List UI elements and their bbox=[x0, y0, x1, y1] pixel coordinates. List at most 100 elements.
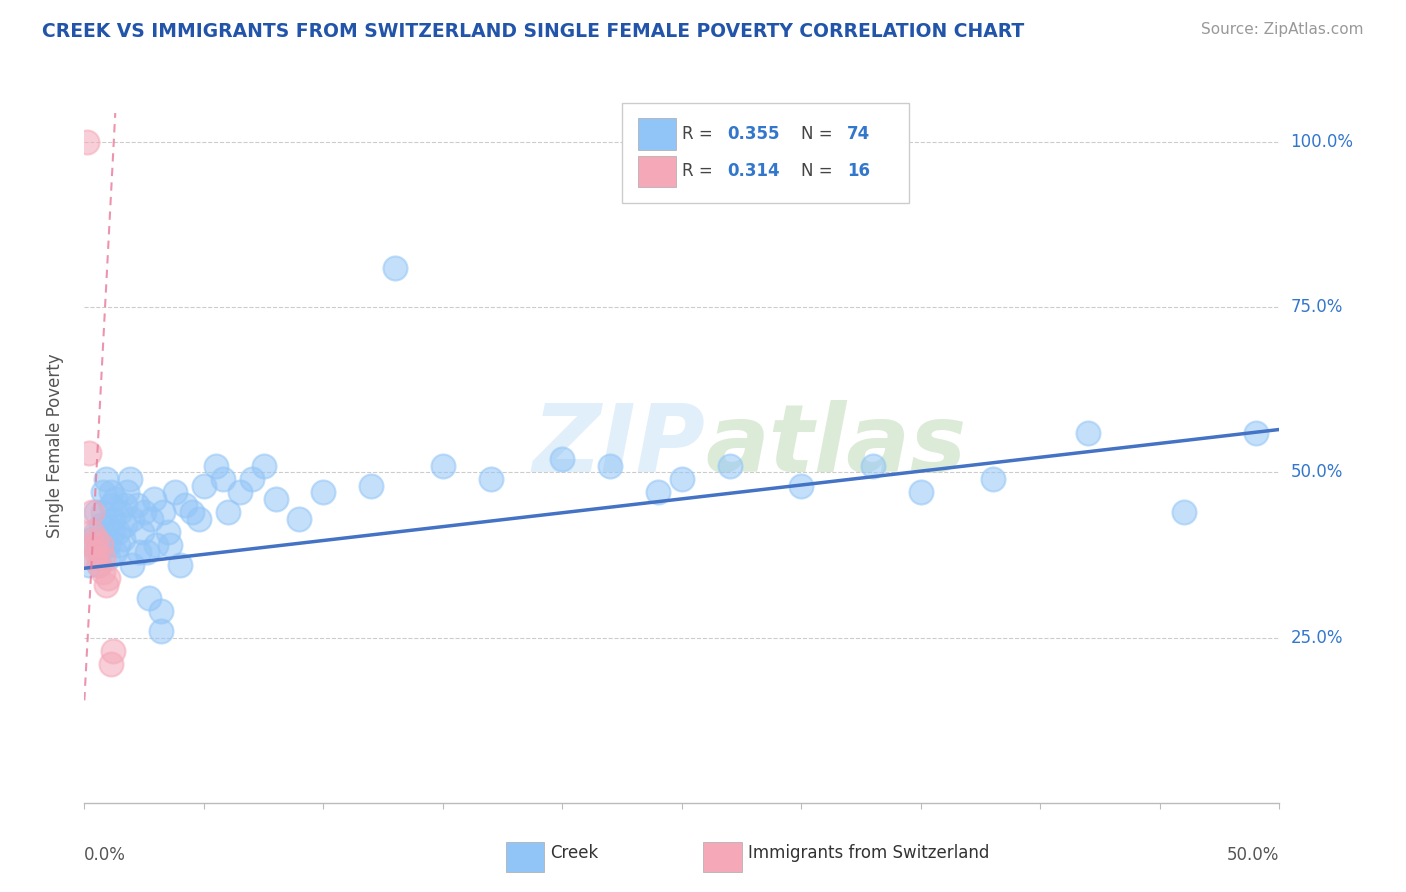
Point bbox=[159, 538, 181, 552]
Text: 50.0%: 50.0% bbox=[1291, 464, 1343, 482]
Text: Immigrants from Switzerland: Immigrants from Switzerland bbox=[748, 844, 988, 862]
Point bbox=[193, 478, 215, 492]
Point bbox=[93, 565, 115, 579]
Text: ZIP: ZIP bbox=[533, 400, 706, 492]
Point bbox=[479, 472, 502, 486]
Point bbox=[149, 624, 172, 638]
Point bbox=[87, 558, 110, 572]
Point bbox=[790, 478, 813, 492]
Point bbox=[165, 485, 187, 500]
Point bbox=[910, 485, 932, 500]
Point bbox=[121, 558, 143, 572]
Point bbox=[107, 524, 129, 539]
Point bbox=[90, 538, 112, 552]
Y-axis label: Single Female Poverty: Single Female Poverty bbox=[45, 354, 63, 538]
Point bbox=[169, 558, 191, 572]
Point bbox=[97, 551, 120, 566]
Point bbox=[101, 511, 124, 525]
Point bbox=[264, 491, 287, 506]
Point bbox=[114, 499, 136, 513]
Text: N =: N = bbox=[801, 125, 838, 143]
Point bbox=[671, 472, 693, 486]
Text: atlas: atlas bbox=[706, 400, 967, 492]
Text: 0.314: 0.314 bbox=[727, 162, 780, 180]
Point bbox=[100, 657, 122, 671]
Point bbox=[87, 545, 110, 559]
Point bbox=[599, 458, 621, 473]
Point bbox=[104, 545, 127, 559]
Text: R =: R = bbox=[682, 162, 718, 180]
Point bbox=[86, 532, 108, 546]
Point bbox=[80, 505, 103, 519]
Point bbox=[97, 538, 120, 552]
Point bbox=[83, 551, 105, 566]
Point bbox=[145, 538, 167, 552]
Point bbox=[93, 505, 115, 519]
Point bbox=[205, 458, 228, 473]
Point bbox=[117, 485, 139, 500]
Point bbox=[1244, 425, 1267, 440]
Point bbox=[647, 485, 669, 500]
Point bbox=[101, 644, 124, 658]
Point bbox=[862, 458, 884, 473]
Point bbox=[125, 499, 148, 513]
Point bbox=[114, 518, 136, 533]
Point bbox=[93, 485, 115, 500]
Text: 25.0%: 25.0% bbox=[1291, 629, 1343, 647]
FancyBboxPatch shape bbox=[638, 155, 676, 187]
Point bbox=[181, 505, 204, 519]
Point bbox=[97, 518, 120, 533]
Text: R =: R = bbox=[682, 125, 718, 143]
Point bbox=[107, 538, 129, 552]
Point bbox=[118, 472, 141, 486]
Text: Creek: Creek bbox=[551, 844, 599, 862]
Point bbox=[90, 518, 112, 533]
Point bbox=[94, 472, 117, 486]
Point bbox=[86, 505, 108, 519]
Point bbox=[384, 260, 406, 275]
Point bbox=[93, 551, 115, 566]
Point bbox=[77, 445, 100, 459]
Point bbox=[718, 458, 741, 473]
Point bbox=[90, 538, 112, 552]
Text: 75.0%: 75.0% bbox=[1291, 298, 1343, 317]
Point bbox=[157, 524, 180, 539]
Text: 16: 16 bbox=[846, 162, 870, 180]
Point bbox=[288, 511, 311, 525]
FancyBboxPatch shape bbox=[623, 103, 910, 203]
Point bbox=[87, 558, 110, 572]
Point bbox=[229, 485, 252, 500]
Point bbox=[981, 472, 1004, 486]
Point bbox=[312, 485, 335, 500]
Point bbox=[149, 604, 172, 618]
Point bbox=[1077, 425, 1099, 440]
Point bbox=[1173, 505, 1195, 519]
Text: 0.355: 0.355 bbox=[727, 125, 780, 143]
Text: Source: ZipAtlas.com: Source: ZipAtlas.com bbox=[1201, 22, 1364, 37]
Point bbox=[111, 532, 134, 546]
FancyBboxPatch shape bbox=[703, 842, 742, 872]
Point bbox=[551, 452, 574, 467]
FancyBboxPatch shape bbox=[638, 119, 676, 150]
Point bbox=[135, 545, 157, 559]
Point bbox=[217, 505, 239, 519]
Text: 0.0%: 0.0% bbox=[84, 846, 127, 863]
Point bbox=[83, 538, 105, 552]
Point bbox=[104, 491, 127, 506]
Point bbox=[141, 511, 163, 525]
Text: N =: N = bbox=[801, 162, 838, 180]
Text: CREEK VS IMMIGRANTS FROM SWITZERLAND SINGLE FEMALE POVERTY CORRELATION CHART: CREEK VS IMMIGRANTS FROM SWITZERLAND SIN… bbox=[42, 22, 1025, 41]
Point bbox=[138, 591, 160, 605]
Point bbox=[83, 538, 105, 552]
Point bbox=[432, 458, 454, 473]
Text: 100.0%: 100.0% bbox=[1291, 133, 1354, 151]
Point bbox=[100, 485, 122, 500]
Point bbox=[152, 505, 174, 519]
Point bbox=[212, 472, 235, 486]
Point bbox=[101, 524, 124, 539]
Point bbox=[132, 505, 156, 519]
Point bbox=[86, 524, 108, 539]
Point bbox=[94, 578, 117, 592]
Point bbox=[76, 135, 98, 149]
Point bbox=[131, 524, 153, 539]
